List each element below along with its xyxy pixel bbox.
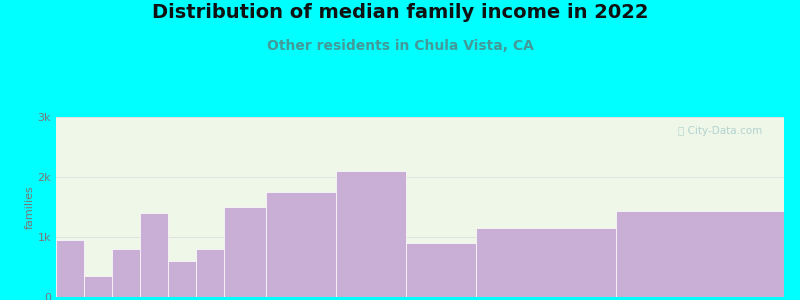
Bar [266, 192, 336, 297]
Bar [224, 207, 266, 297]
Bar [84, 276, 112, 297]
Bar [476, 228, 616, 297]
Bar [168, 261, 196, 297]
Bar [140, 213, 168, 297]
Text: ⓘ City-Data.com: ⓘ City-Data.com [678, 126, 762, 136]
Bar [616, 211, 784, 297]
Text: Other residents in Chula Vista, CA: Other residents in Chula Vista, CA [266, 39, 534, 53]
Bar [196, 249, 224, 297]
Y-axis label: families: families [25, 185, 34, 229]
Bar [56, 240, 84, 297]
Bar [406, 243, 476, 297]
Bar [336, 171, 406, 297]
Text: Distribution of median family income in 2022: Distribution of median family income in … [152, 3, 648, 22]
Bar [112, 249, 140, 297]
